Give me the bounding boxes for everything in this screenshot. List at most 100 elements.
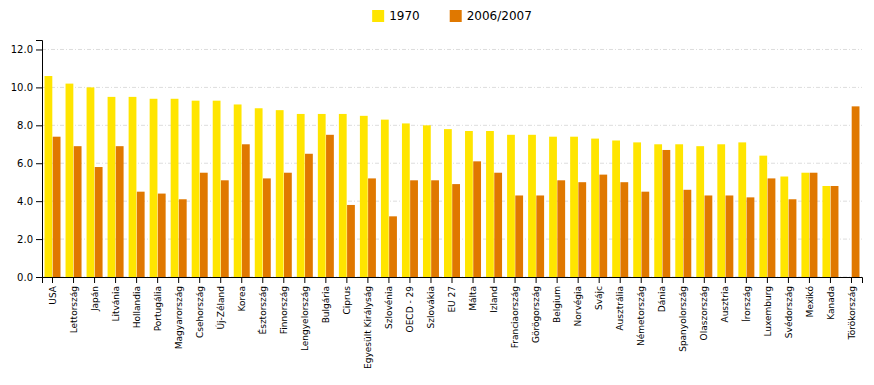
x-tick-mark [494, 277, 495, 283]
bar [486, 131, 494, 277]
bar [263, 178, 271, 277]
x-tick-label: Ciprus [342, 286, 352, 315]
x-tick-mark [241, 277, 242, 283]
bar [276, 110, 284, 277]
x-tick-mark [578, 277, 579, 283]
x-tick-mark [367, 277, 368, 283]
x-tick-mark [536, 277, 537, 283]
bar [221, 180, 229, 277]
x-tick-mark [178, 277, 179, 283]
x-tick: Egyesült Királyság [363, 277, 373, 369]
bar [452, 184, 460, 277]
x-tick-label: Norvégia [573, 286, 583, 327]
x-tick: Belgium [552, 277, 562, 323]
bar [116, 146, 124, 277]
y-tick: 6.0 [17, 158, 42, 169]
x-tick: Kanada [826, 277, 836, 320]
y-tick-mark [36, 277, 42, 278]
x-tick: Írország [741, 277, 752, 322]
x-tick-mark [641, 277, 642, 283]
bar [129, 97, 137, 277]
x-tick: Portugália [153, 277, 163, 331]
x-tick: Svédország [784, 277, 794, 338]
bar [389, 216, 397, 277]
x-tick: Svájc [594, 277, 604, 310]
bar [158, 194, 166, 277]
x-tick-mark [136, 277, 137, 283]
x-tick-mark [304, 277, 305, 283]
x-tick: Csehország [195, 277, 205, 338]
bar [297, 114, 305, 277]
bar [347, 205, 355, 277]
x-tick-mark [157, 277, 158, 283]
grid-line [42, 125, 862, 126]
bar [381, 120, 389, 277]
x-tick-mark [325, 277, 326, 283]
bar [305, 154, 313, 277]
x-tick: Törökország [847, 277, 857, 341]
y-tick-mark [36, 163, 42, 164]
bar [654, 144, 662, 277]
x-tick: Mexikó [805, 277, 815, 317]
x-tick-label: Belgium [552, 286, 562, 323]
x-tick: Szlovénia [384, 277, 394, 329]
x-tick-label: Szlovákia [426, 286, 436, 329]
x-tick: Ciprus [342, 277, 352, 315]
x-tick-label: Mexikó [805, 286, 815, 318]
bar [234, 104, 242, 277]
x-tick-mark [346, 277, 347, 283]
x-axis-line [43, 278, 863, 284]
x-tick: Új-Zéland [215, 277, 226, 329]
grid-line [42, 87, 862, 88]
x-tick-label: Németország [636, 286, 646, 346]
bar [612, 140, 620, 277]
x-tick-label: Finnország [279, 286, 289, 334]
bar [284, 173, 292, 277]
bar [402, 123, 410, 277]
x-tick-label: Svájc [594, 286, 604, 310]
legend: 19702006/2007 [372, 9, 532, 23]
x-tick: Dánia [657, 277, 667, 312]
x-tick-label: Törökország [847, 286, 857, 341]
bar [368, 178, 376, 277]
y-tick-mark [36, 87, 42, 88]
bar [465, 131, 473, 277]
bar [255, 108, 263, 277]
y-tick-label: 8.0 [17, 120, 33, 131]
bar [339, 114, 347, 277]
bar [599, 175, 607, 277]
bar [822, 186, 830, 277]
x-tick-label: Kanada [826, 286, 836, 320]
x-tick-label: Málta [468, 286, 478, 311]
y-tick: 12.0 [11, 44, 42, 55]
x-tick-mark [52, 277, 53, 283]
bar [578, 182, 586, 277]
x-tick-label: Izland [489, 286, 499, 313]
bar [326, 135, 334, 277]
y-tick-label: 2.0 [17, 234, 33, 245]
y-tick-mark [36, 201, 42, 202]
x-tick-label: Bulgária [321, 286, 331, 323]
y-tick-label: 6.0 [17, 158, 33, 169]
legend-swatch [372, 10, 384, 22]
bar [831, 186, 839, 277]
x-tick-label: Luxemburg [763, 286, 773, 337]
x-tick-label: USA [48, 285, 58, 304]
bar [641, 192, 649, 277]
x-tick: Hollandia [132, 277, 142, 328]
x-tick-mark [262, 277, 263, 283]
x-tick-label: Hollandia [132, 286, 142, 328]
x-tick-mark [620, 277, 621, 283]
x-tick-mark [283, 277, 284, 283]
y-tick: 10.0 [11, 82, 42, 93]
y-axis: 0.02.04.06.08.010.012.0 [11, 41, 43, 283]
x-tick-mark [809, 277, 810, 283]
bar [536, 195, 544, 277]
y-tick-label: 0.0 [17, 272, 33, 283]
bar-series [53, 106, 860, 277]
plot: 0.02.04.06.08.010.012.0USALettországJapá… [11, 41, 863, 369]
bar [179, 199, 187, 277]
bar [192, 101, 200, 277]
legend-label: 2006/2007 [467, 9, 532, 23]
x-tick-label: Korea [237, 286, 247, 312]
